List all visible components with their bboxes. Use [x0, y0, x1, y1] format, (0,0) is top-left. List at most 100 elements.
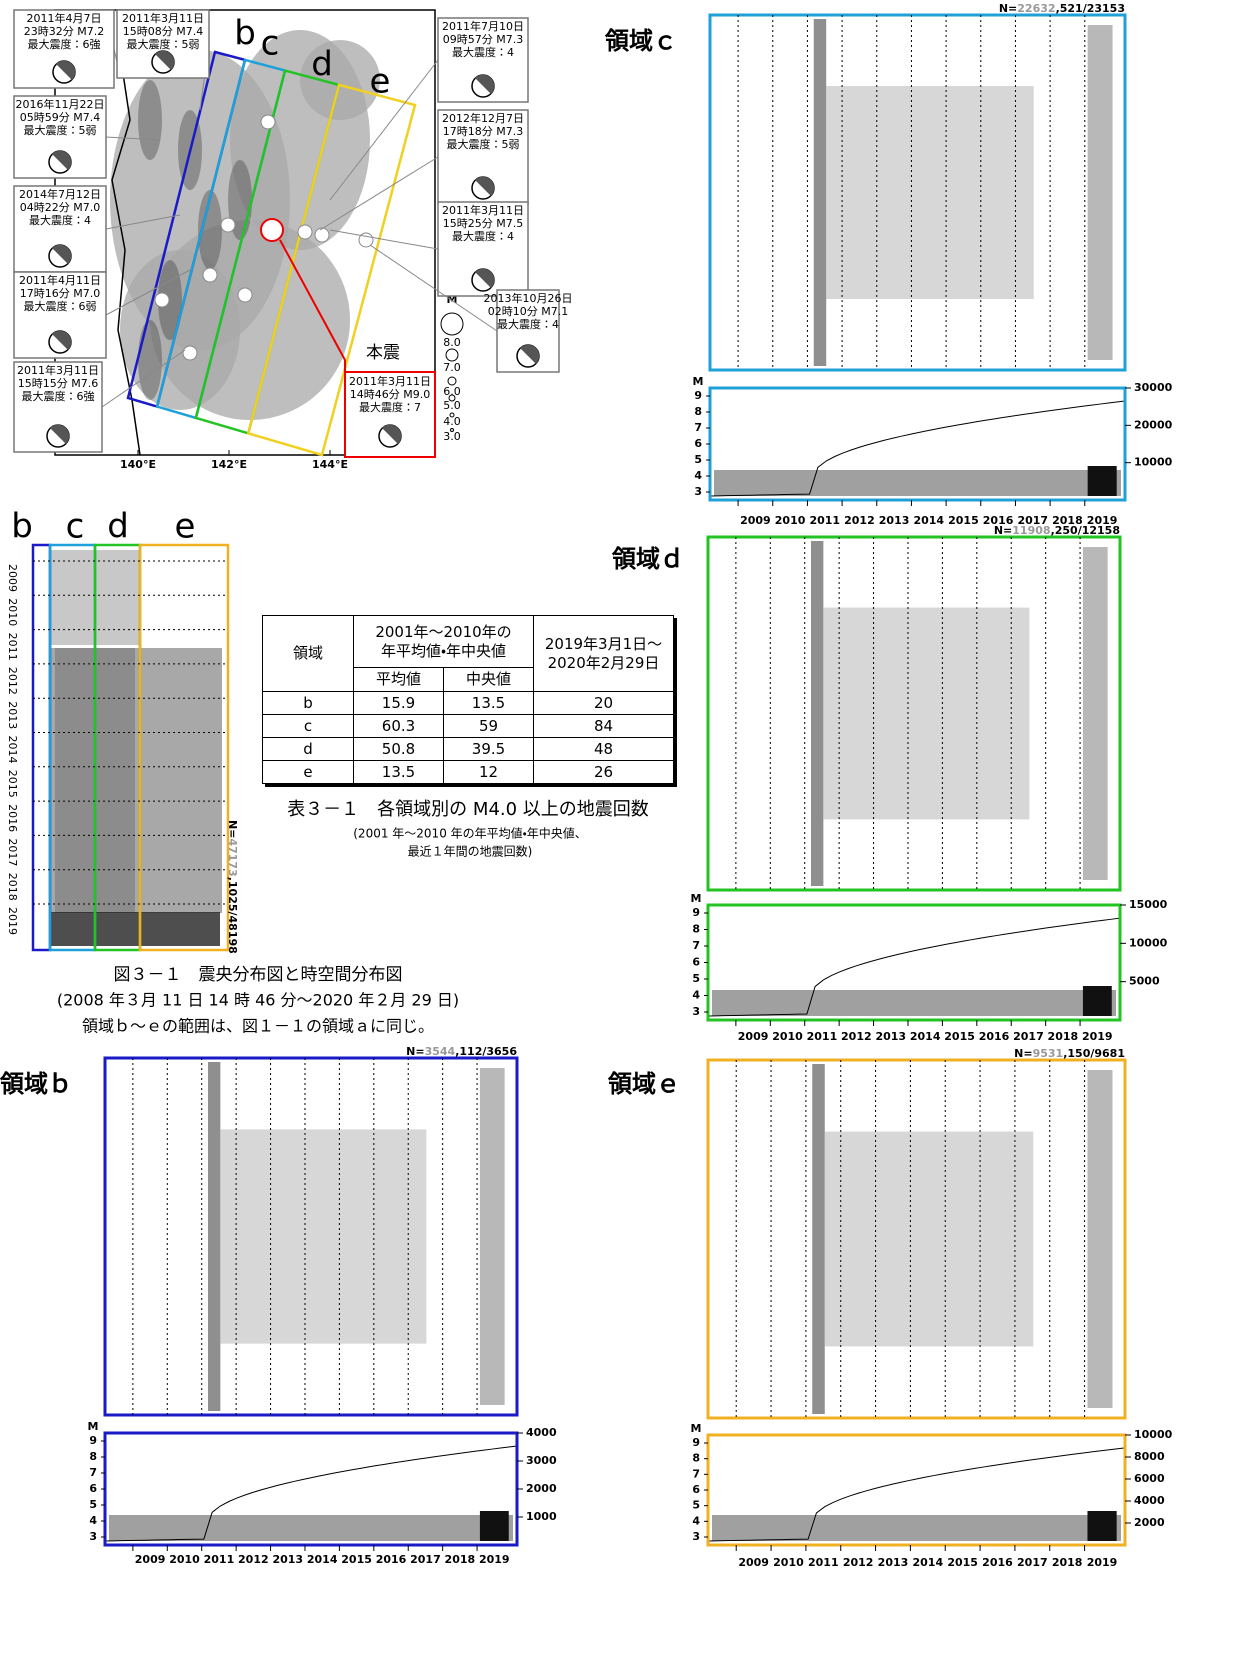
- m-tick-label: 7: [692, 939, 700, 952]
- m-title: M: [691, 892, 702, 905]
- year-label: 2019: [1087, 1556, 1118, 1569]
- event-circle: [154, 292, 170, 308]
- mt-gray: [712, 990, 1116, 1016]
- event-leader: [105, 269, 191, 316]
- year-label: 2013: [875, 1030, 906, 1043]
- m-tick-label: 6: [89, 1482, 97, 1495]
- n-label-part: ,1025/48198: [226, 877, 239, 954]
- count-tick-label: 20000: [1134, 418, 1173, 431]
- year-label: 2012: [843, 1556, 874, 1569]
- scatter-dense: [813, 19, 827, 366]
- event-text: 09時57分 M7.3: [443, 33, 523, 46]
- table-cell: 26: [533, 760, 674, 784]
- n-label-part: ,150/9681: [1063, 1047, 1125, 1060]
- spacetime-region-label: c: [66, 507, 85, 547]
- event-box: [437, 201, 529, 297]
- n-label-part: N=: [994, 524, 1012, 537]
- n-label-part: ,521/23153: [1056, 2, 1125, 15]
- event-text: 17時16分 M7.0: [20, 287, 100, 300]
- year-label: 2016: [979, 1030, 1010, 1043]
- m-tick-label: 8: [692, 923, 700, 936]
- m-tick-label: 3: [692, 1530, 700, 1543]
- event-text: 最大震度：4: [452, 229, 514, 243]
- m-tick-label: 4: [692, 1514, 700, 1527]
- cell-text: 2001年～2010年の: [375, 622, 512, 641]
- beachball-quadrant: [56, 60, 76, 80]
- year-label: 2018: [1052, 1556, 1083, 1569]
- count-table: 領域 2001年～2010年の 年平均値・年中央値 2019年3月1日～ 2020年2月…: [262, 615, 674, 784]
- seismicity-cluster: [158, 260, 182, 340]
- count-tick-label: 15000: [1129, 898, 1168, 911]
- scatter-recent: [479, 1068, 505, 1405]
- beachball-quadrant: [50, 424, 70, 444]
- m-title: M: [88, 1420, 99, 1433]
- event-text: 最大震度：5弱: [127, 37, 200, 51]
- cumulative-curve: [707, 1447, 1126, 1542]
- seismicity-cluster: [198, 190, 222, 270]
- figure-caption: (2008 年３月 11 日 14 時 46 分～2020 年２月 29 日): [57, 991, 459, 1010]
- year-label: 2010: [773, 1556, 804, 1569]
- cell-text: 2019年3月1日～: [544, 634, 663, 653]
- table-cell: 中央値: [443, 667, 534, 692]
- table-cell: d: [262, 737, 354, 761]
- table-cell: 15.9: [353, 691, 444, 715]
- count-tick-label: 10000: [1129, 936, 1168, 949]
- m-title: M: [691, 1422, 702, 1435]
- n-label-part: 11908: [1012, 524, 1050, 537]
- year-label: 2015: [947, 1556, 978, 1569]
- event-text: 2011年3月11日: [442, 203, 524, 217]
- table-cell: 48: [533, 737, 674, 761]
- event-text: 2011年3月11日: [122, 11, 204, 25]
- mt-recent: [1082, 986, 1112, 1016]
- m-tick-label: 5: [692, 972, 700, 985]
- n-label: N=11908,250/12158: [994, 524, 1120, 537]
- m-tick-label: 7: [89, 1466, 97, 1479]
- event-circle: [202, 267, 218, 283]
- panel-frame: [706, 1058, 1127, 1420]
- scatter-dense: [812, 1064, 825, 1414]
- panel-title: 領域ｂ: [0, 1070, 72, 1098]
- table-cell: 60.3: [353, 714, 444, 738]
- year-label: 2012: [841, 1030, 872, 1043]
- event-text: 最大震度：4: [452, 45, 514, 59]
- beachball-quadrant: [52, 244, 72, 264]
- magnitude-legend-circle: [449, 412, 455, 418]
- panel-title: 領域ｅ: [607, 1070, 680, 1098]
- event-text: 05時59分 M7.4: [20, 111, 100, 124]
- n-label-part: 9531: [1033, 1047, 1064, 1060]
- table-cell: b: [262, 691, 354, 715]
- event-leader: [329, 59, 439, 201]
- year-label: 2017: [1013, 1030, 1044, 1043]
- count-tick-label: 8000: [1134, 1450, 1165, 1463]
- scatter-dense: [811, 541, 824, 886]
- mainshock-text: 14時46分 M9.0: [350, 388, 430, 401]
- year-label: 2014: [6, 736, 19, 764]
- year-label: 2009: [740, 514, 771, 527]
- event-text: 2011年4月7日: [27, 11, 102, 25]
- year-label: 2011: [6, 633, 19, 661]
- m-tick-label: 6: [694, 437, 702, 450]
- magnitude-label: 3.0: [443, 430, 461, 443]
- count-tick-label: 4000: [526, 1426, 557, 1439]
- magnitude-legend-circle: [448, 394, 456, 402]
- year-label: 2017: [1017, 1556, 1048, 1569]
- year-label: 2014: [913, 514, 944, 527]
- event-text: 15時15分 M7.6: [18, 377, 98, 390]
- spacetime-region-label: d: [107, 507, 129, 547]
- scatter-post: [826, 86, 1034, 299]
- year-label: 2011: [808, 1556, 839, 1569]
- count-tick-label: 10000: [1134, 1428, 1173, 1441]
- count-tick-label: 1000: [526, 1510, 557, 1523]
- table-cell: 13.5: [443, 691, 534, 715]
- year-label: 2018: [1048, 1030, 1079, 1043]
- m-tick-label: 5: [692, 1499, 700, 1512]
- m-tick-label: 3: [694, 485, 702, 498]
- panel-title: 領域ｄ: [611, 545, 684, 573]
- event-leader: [369, 244, 498, 332]
- event-leader: [105, 214, 181, 230]
- year-label: 2015: [944, 1030, 975, 1043]
- event-text: 最大震度：6強: [28, 37, 101, 51]
- figure-caption: 領域ｂ～ｅの範囲は、図１－１の領域ａに同じ。: [82, 1017, 434, 1036]
- mt-recent: [1087, 466, 1117, 496]
